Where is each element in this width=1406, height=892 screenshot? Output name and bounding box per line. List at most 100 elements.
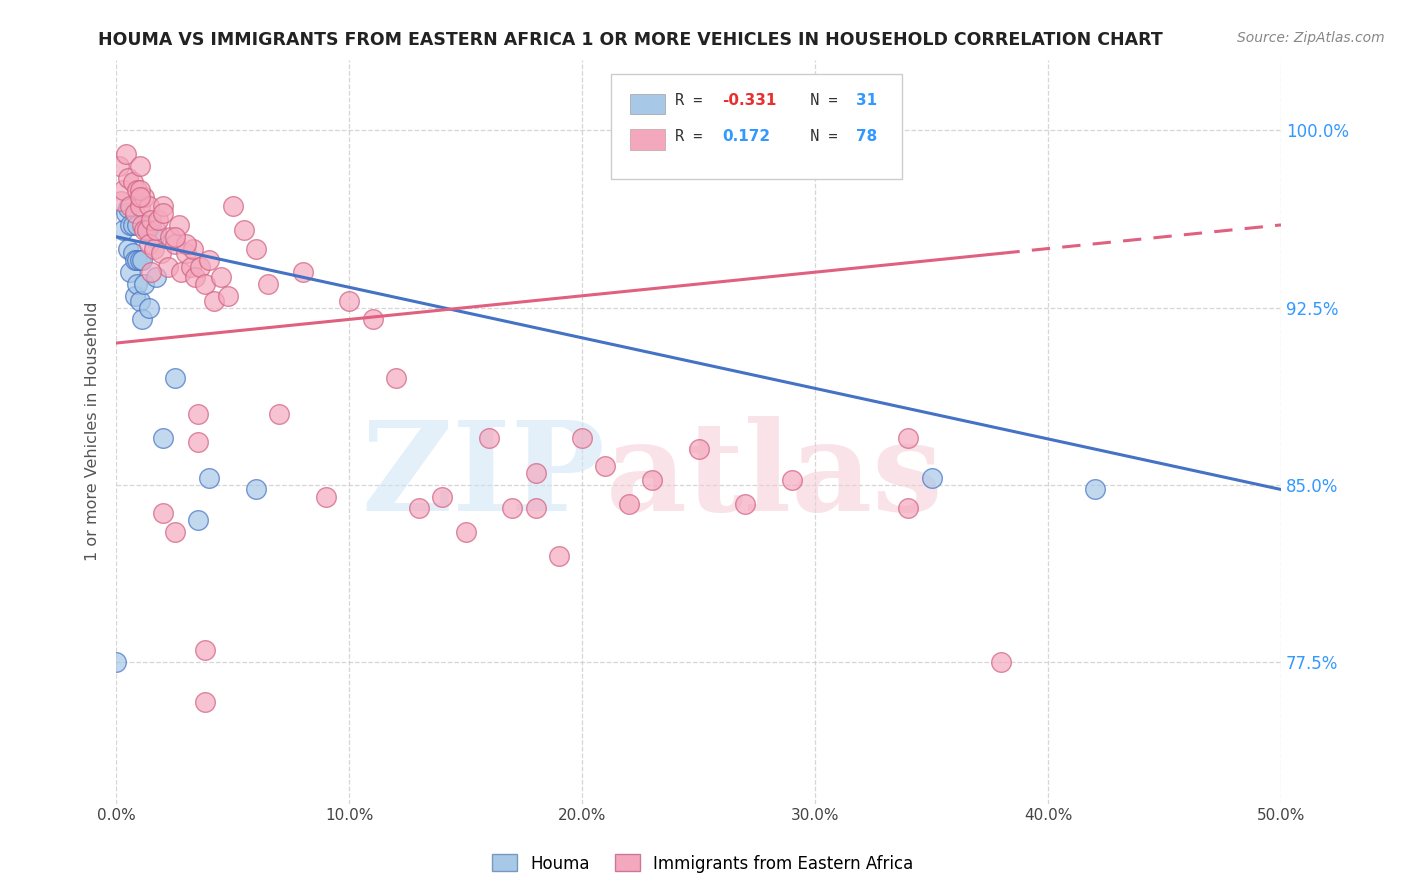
Point: [163, 229, 186, 244]
Point: [194, 695, 217, 709]
Point: [149, 246, 172, 260]
Point: [128, 159, 150, 173]
Point: [897, 501, 920, 516]
Point: [128, 189, 150, 203]
Point: [269, 407, 291, 421]
Point: [245, 483, 267, 497]
Point: [127, 277, 149, 291]
Point: [921, 471, 943, 485]
Point: [152, 199, 174, 213]
Text: ZIP: ZIP: [361, 416, 606, 537]
Point: [217, 289, 239, 303]
FancyBboxPatch shape: [630, 94, 665, 114]
Text: 78: 78: [856, 128, 877, 144]
Point: [734, 497, 756, 511]
Point: [128, 293, 150, 308]
Point: [148, 213, 170, 227]
Point: [145, 222, 167, 236]
Point: [478, 430, 501, 444]
Point: [159, 229, 181, 244]
Point: [408, 501, 430, 516]
Point: [432, 490, 454, 504]
Point: [170, 265, 193, 279]
Point: [121, 176, 143, 190]
Point: [163, 236, 186, 251]
Point: [174, 236, 197, 251]
Point: [124, 289, 146, 303]
Point: [112, 222, 135, 236]
Point: [142, 242, 165, 256]
Point: [127, 253, 149, 268]
Point: [209, 269, 232, 284]
Point: [187, 407, 209, 421]
Point: [138, 236, 160, 251]
Point: [105, 655, 128, 669]
Point: [524, 501, 547, 516]
Point: [138, 199, 160, 213]
Text: Source: ZipAtlas.com: Source: ZipAtlas.com: [1237, 31, 1385, 45]
Point: [138, 301, 160, 315]
Point: [641, 473, 664, 487]
Legend: Houma, Immigrants from Eastern Africa: Houma, Immigrants from Eastern Africa: [485, 847, 921, 880]
Point: [184, 269, 207, 284]
Point: [134, 277, 156, 291]
Point: [120, 218, 142, 232]
Point: [121, 246, 143, 260]
Point: [131, 218, 153, 232]
Point: [134, 222, 156, 236]
Point: [128, 182, 150, 196]
Point: [256, 277, 278, 291]
Point: [127, 218, 149, 232]
Point: [134, 189, 156, 203]
Point: [117, 202, 139, 216]
Point: [524, 466, 547, 480]
Point: [163, 371, 186, 385]
Point: [117, 170, 139, 185]
Point: [194, 643, 217, 657]
Point: [780, 473, 803, 487]
Point: [337, 293, 360, 308]
Point: [897, 430, 920, 444]
Point: [198, 253, 221, 268]
Point: [114, 147, 136, 161]
Point: [167, 218, 190, 232]
Point: [124, 206, 146, 220]
Point: [202, 293, 225, 308]
Text: 0.172: 0.172: [721, 128, 770, 144]
Point: [145, 269, 167, 284]
Point: [142, 229, 165, 244]
Point: [233, 222, 256, 236]
Y-axis label: 1 or more Vehicles in Household: 1 or more Vehicles in Household: [86, 301, 100, 561]
Text: -0.331: -0.331: [721, 93, 776, 108]
Point: [1084, 483, 1107, 497]
Point: [174, 246, 197, 260]
Point: [131, 312, 153, 326]
Point: [114, 206, 136, 220]
Point: [187, 513, 209, 527]
Text: 31: 31: [856, 93, 877, 108]
Point: [571, 430, 593, 444]
Point: [107, 159, 129, 173]
Text: HOUMA VS IMMIGRANTS FROM EASTERN AFRICA 1 OR MORE VEHICLES IN HOUSEHOLD CORRELAT: HOUMA VS IMMIGRANTS FROM EASTERN AFRICA …: [98, 31, 1163, 49]
Point: [128, 199, 150, 213]
Text: R =: R =: [675, 93, 711, 108]
Point: [194, 277, 217, 291]
Point: [245, 242, 267, 256]
Point: [120, 199, 142, 213]
Point: [152, 506, 174, 520]
Point: [595, 458, 617, 473]
Point: [124, 253, 146, 268]
Point: [222, 199, 245, 213]
Point: [188, 260, 211, 275]
Point: [180, 260, 202, 275]
Text: N =: N =: [792, 93, 846, 108]
Point: [121, 218, 143, 232]
Point: [198, 471, 221, 485]
Text: atlas: atlas: [606, 416, 943, 537]
Point: [315, 490, 337, 504]
Point: [181, 242, 204, 256]
Point: [135, 218, 157, 232]
Point: [385, 371, 408, 385]
Point: [454, 524, 477, 539]
Point: [156, 260, 179, 275]
